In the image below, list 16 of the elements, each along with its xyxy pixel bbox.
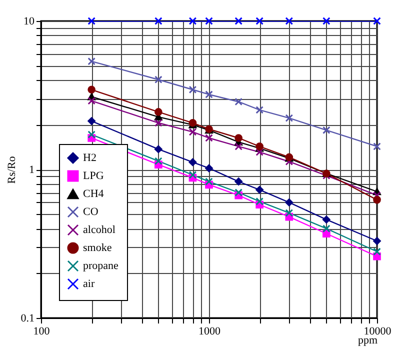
legend-label: LPG [83,170,104,182]
x-tick-label: 1000 [198,326,221,338]
x-tick-label: 10000 [364,326,392,338]
y-axis-title: Rs/Ro [6,156,18,184]
y-tick-label: 10 [24,16,35,28]
legend-label: propane [83,260,119,272]
legend-label: CH4 [83,188,104,200]
y-tick-label: 0.1 [20,312,34,324]
legend-label: CO [83,206,98,218]
legend-label: alcohol [83,224,116,236]
x-tick-label: 100 [33,326,50,338]
x-axis-title: ppm [358,334,378,346]
legend-label: H2 [83,152,96,164]
legend-label: air [83,278,95,290]
y-tick-label: 1 [29,164,34,176]
legend-label: smoke [83,242,112,254]
